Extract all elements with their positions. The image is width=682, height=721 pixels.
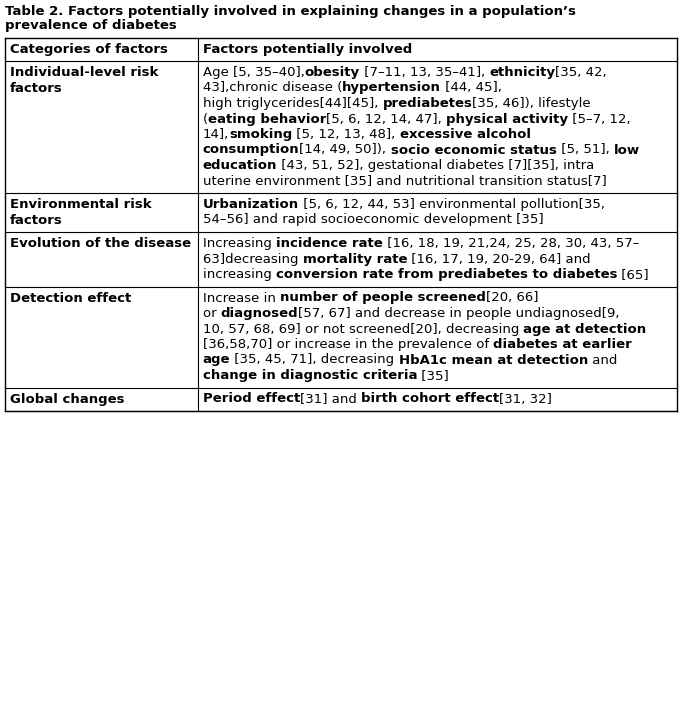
Text: [35, 45, 71], decreasing: [35, 45, 71], decreasing — [231, 353, 399, 366]
Text: [5, 6, 12, 14, 47],: [5, 6, 12, 14, 47], — [327, 112, 446, 125]
Text: 14],: 14], — [203, 128, 229, 141]
Text: conversion rate from prediabetes to diabetes: conversion rate from prediabetes to diab… — [276, 268, 617, 281]
Text: and: and — [588, 353, 617, 366]
Text: [57, 67] and decrease in people undiagnosed[9,: [57, 67] and decrease in people undiagno… — [298, 307, 620, 320]
Text: diagnosed: diagnosed — [221, 307, 298, 320]
Text: uterine environment [35] and nutritional transition status[7]: uterine environment [35] and nutritional… — [203, 174, 606, 187]
Text: Increasing: Increasing — [203, 237, 276, 250]
Text: [16, 18, 19, 21,24, 25, 28, 30, 43, 57–: [16, 18, 19, 21,24, 25, 28, 30, 43, 57– — [383, 237, 639, 250]
Text: or: or — [203, 307, 221, 320]
Text: Evolution of the disease: Evolution of the disease — [10, 237, 191, 250]
Text: mortality rate: mortality rate — [303, 252, 407, 265]
Text: [31, 32]: [31, 32] — [499, 392, 552, 405]
Text: high triglycerides[44][45],: high triglycerides[44][45], — [203, 97, 383, 110]
Text: diabetes at earlier: diabetes at earlier — [493, 338, 632, 351]
Text: [20, 66]: [20, 66] — [486, 291, 538, 304]
Text: Categories of factors: Categories of factors — [10, 43, 168, 56]
Text: eating behavior: eating behavior — [208, 112, 327, 125]
Text: physical activity: physical activity — [446, 112, 568, 125]
Text: excessive alcohol: excessive alcohol — [400, 128, 531, 141]
Text: increasing: increasing — [203, 268, 276, 281]
Text: [5, 12, 13, 48],: [5, 12, 13, 48], — [293, 128, 400, 141]
Text: Increase in: Increase in — [203, 291, 280, 304]
Text: Environmental risk: Environmental risk — [10, 198, 151, 211]
Text: [7–11, 13, 35–41],: [7–11, 13, 35–41], — [360, 66, 490, 79]
Text: ethnicity: ethnicity — [490, 66, 555, 79]
Text: factors: factors — [10, 213, 63, 226]
Text: [16, 17, 19, 20-29, 64] and: [16, 17, 19, 20-29, 64] and — [407, 252, 591, 265]
Text: Period effect: Period effect — [203, 392, 300, 405]
Text: [44, 45],: [44, 45], — [441, 81, 502, 94]
Text: consumption: consumption — [203, 143, 299, 156]
Text: Age: Age — [203, 66, 233, 79]
Text: age at detection: age at detection — [524, 322, 647, 335]
Text: change in diagnostic criteria: change in diagnostic criteria — [203, 369, 417, 382]
Text: Global changes: Global changes — [10, 392, 125, 405]
Text: education: education — [203, 159, 278, 172]
Text: hypertension: hypertension — [342, 81, 441, 94]
Text: factors: factors — [10, 81, 63, 94]
Text: birth cohort effect: birth cohort effect — [361, 392, 499, 405]
Text: (: ( — [203, 112, 208, 125]
Text: [31] and: [31] and — [300, 392, 361, 405]
Text: [35, 42,: [35, 42, — [555, 66, 607, 79]
Text: [35, 46]), lifestyle: [35, 46]), lifestyle — [473, 97, 591, 110]
Text: [5, 51],: [5, 51], — [557, 143, 614, 156]
Text: Detection effect: Detection effect — [10, 291, 131, 304]
Text: prediabetes: prediabetes — [383, 97, 473, 110]
Text: prevalence of diabetes: prevalence of diabetes — [5, 19, 177, 32]
Text: age: age — [203, 353, 231, 366]
Text: 10, 57, 68, 69] or not screened[20], decreasing: 10, 57, 68, 69] or not screened[20], dec… — [203, 322, 524, 335]
Text: Individual-level risk: Individual-level risk — [10, 66, 158, 79]
Text: number of people screened: number of people screened — [280, 291, 486, 304]
Text: [5, 6, 12, 44, 53] environmental pollution[35,: [5, 6, 12, 44, 53] environmental polluti… — [299, 198, 605, 211]
Text: Urbanization: Urbanization — [203, 198, 299, 211]
Text: socio economic status: socio economic status — [391, 143, 557, 156]
Text: [5, 35–40],: [5, 35–40], — [233, 66, 305, 79]
Text: Factors potentially involved: Factors potentially involved — [203, 43, 412, 56]
Text: 43],chronic disease (: 43],chronic disease ( — [203, 81, 342, 94]
Text: [43, 51, 52], gestational diabetes [7][35], intra: [43, 51, 52], gestational diabetes [7][3… — [278, 159, 595, 172]
Text: 54–56] and rapid socioeconomic development [35]: 54–56] and rapid socioeconomic developme… — [203, 213, 544, 226]
Text: Table 2. Factors potentially involved in explaining changes in a population’s: Table 2. Factors potentially involved in… — [5, 5, 576, 18]
Text: [65]: [65] — [617, 268, 649, 281]
Text: smoking: smoking — [229, 128, 293, 141]
Text: obesity: obesity — [305, 66, 360, 79]
Text: [14, 49, 50]),: [14, 49, 50]), — [299, 143, 391, 156]
Text: low: low — [614, 143, 640, 156]
Text: 63]decreasing: 63]decreasing — [203, 252, 303, 265]
Text: incidence rate: incidence rate — [276, 237, 383, 250]
Text: [36,58,70] or increase in the prevalence of: [36,58,70] or increase in the prevalence… — [203, 338, 493, 351]
Text: [35]: [35] — [417, 369, 449, 382]
Text: HbA1c mean at detection: HbA1c mean at detection — [399, 353, 588, 366]
Text: [5–7, 12,: [5–7, 12, — [568, 112, 631, 125]
